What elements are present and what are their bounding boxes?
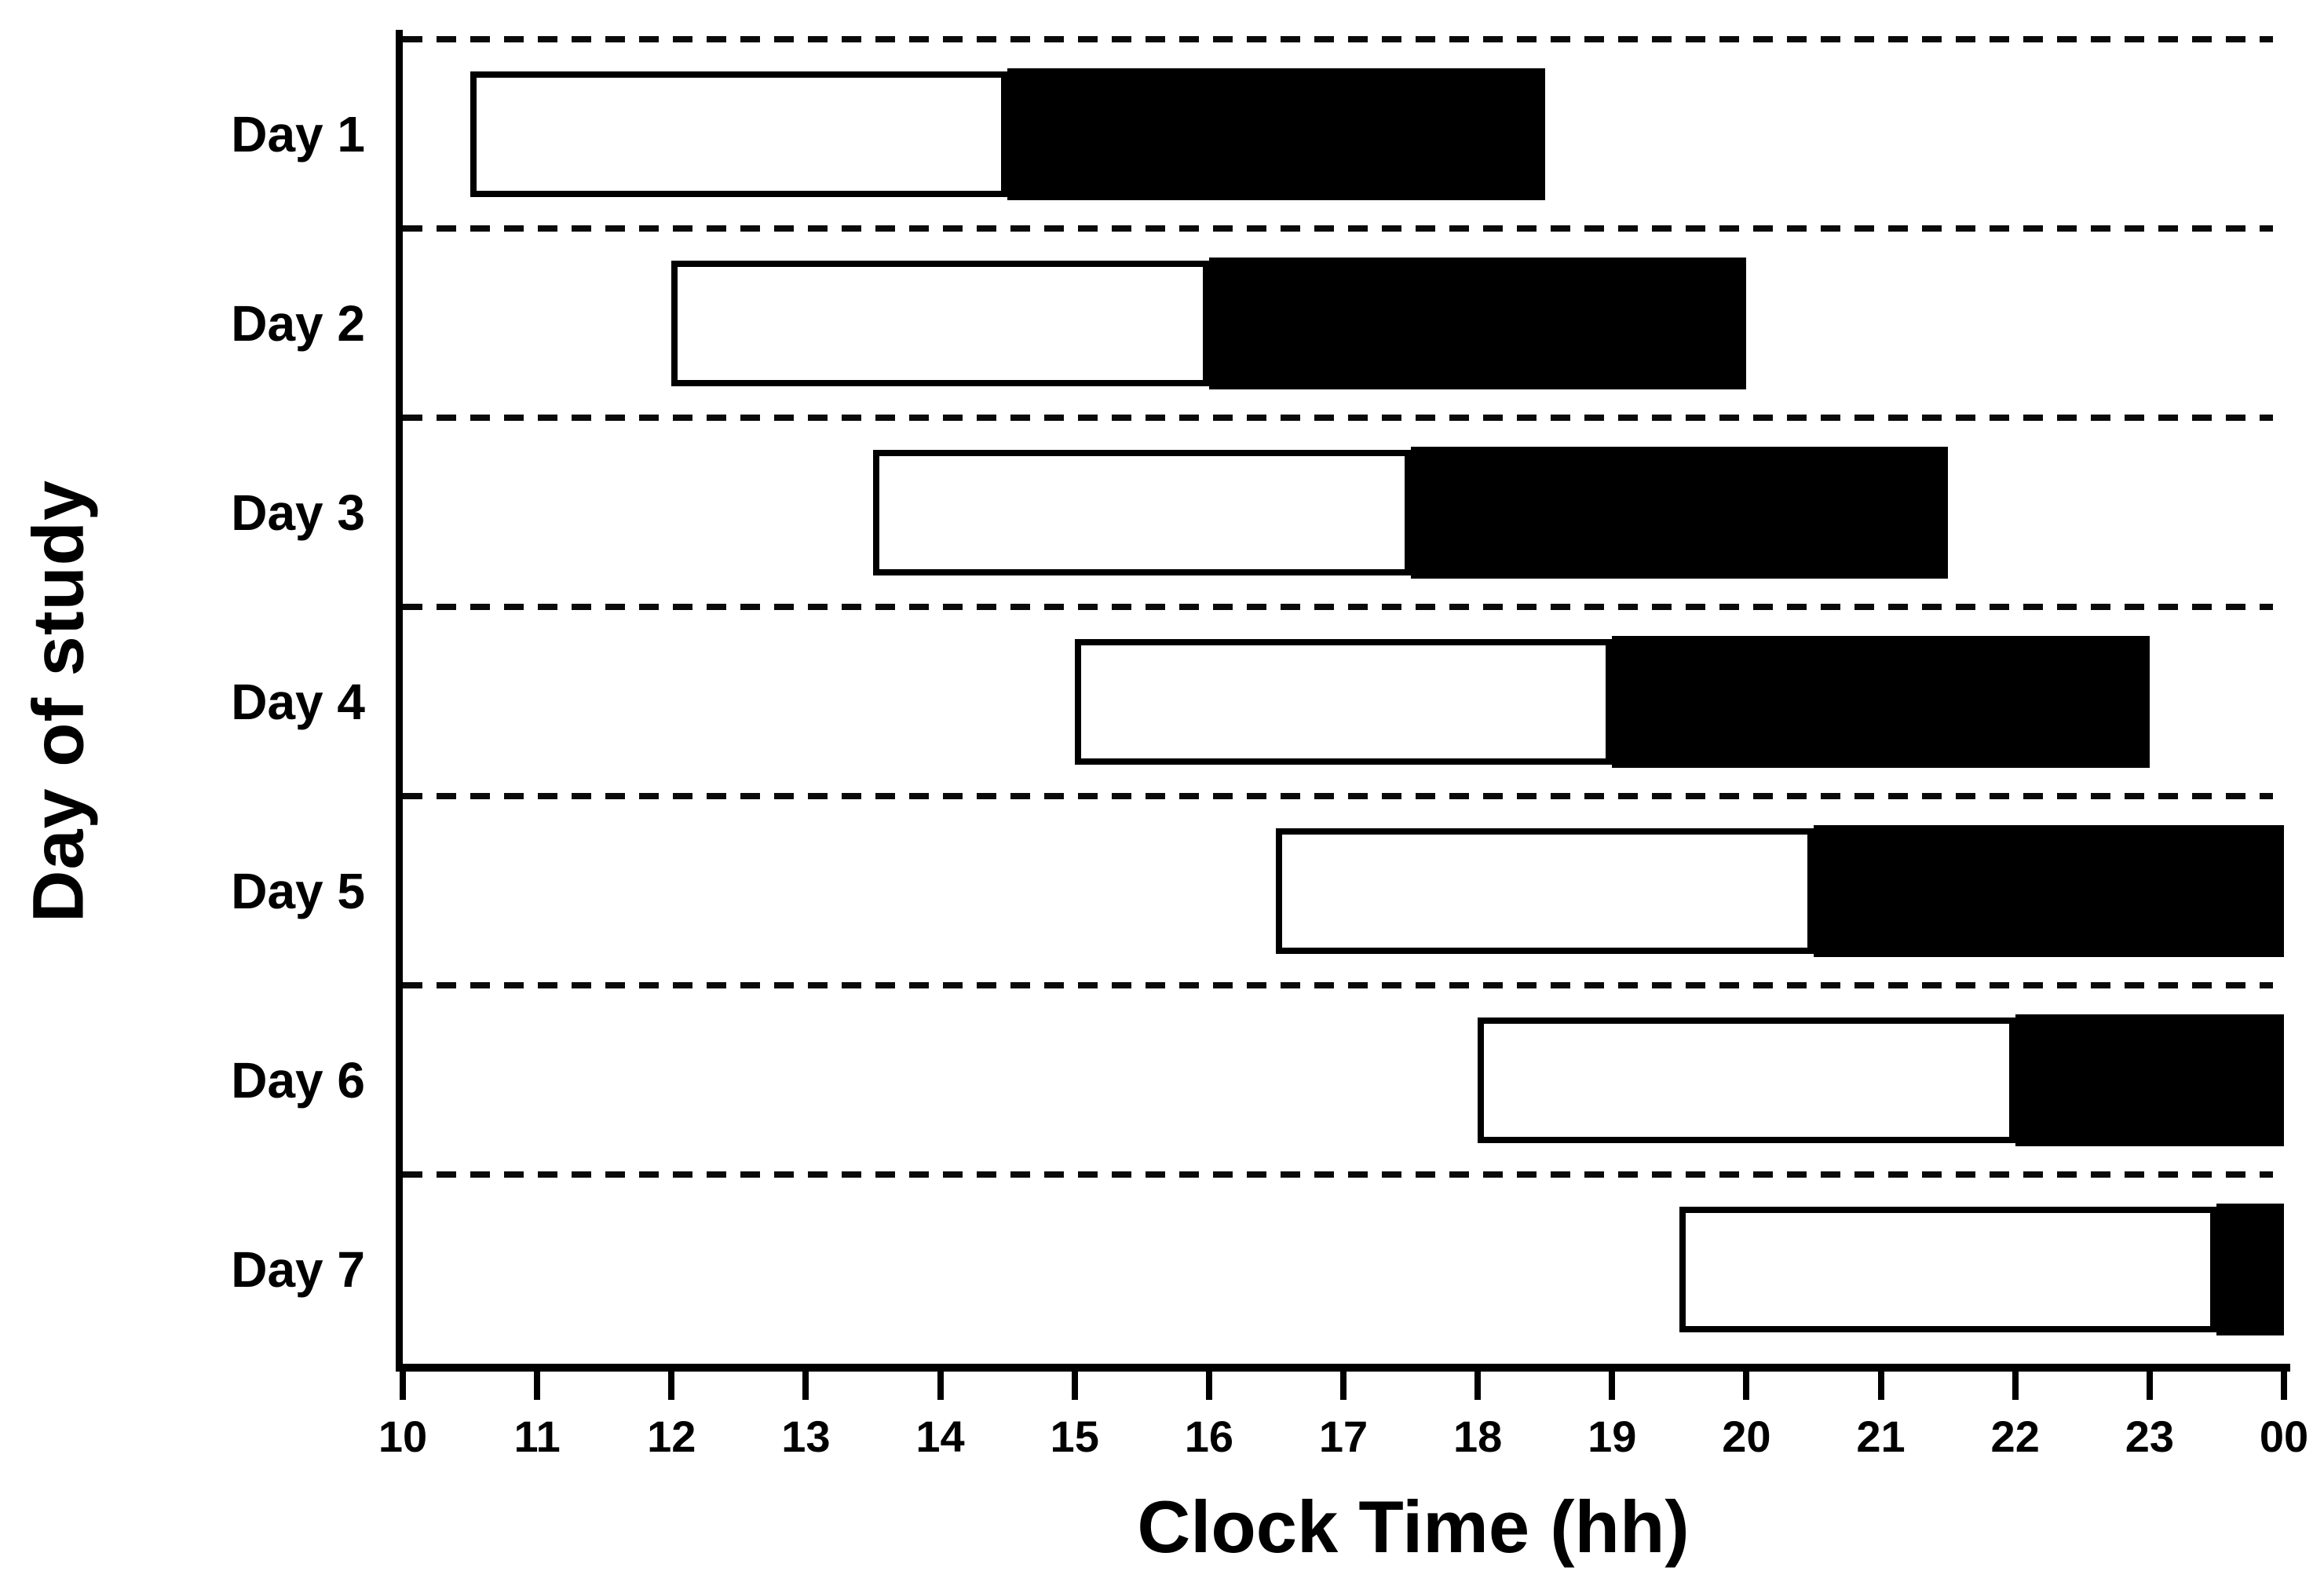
x-tick-label-21: 21: [1856, 1412, 1906, 1461]
x-tick-label-19: 19: [1588, 1412, 1637, 1461]
bar-black-segment-day-3: [1410, 446, 1949, 579]
x-tick-16: [1205, 1372, 1212, 1400]
bar-white-segment-day-6: [1478, 1017, 2015, 1143]
x-tick-label-18: 18: [1452, 1412, 1503, 1461]
x-tick-00: [2281, 1372, 2287, 1400]
bar-white-segment-day-7: [1679, 1206, 2217, 1332]
row-separator: [403, 36, 2273, 42]
x-tick-label-14: 14: [915, 1412, 965, 1461]
row-separator: [403, 604, 2273, 610]
x-tick-17: [1340, 1372, 1347, 1400]
x-tick-label-00: 00: [2259, 1412, 2309, 1461]
bar-white-segment-day-2: [671, 260, 1209, 386]
row-separator: [403, 982, 2273, 988]
row-separator: [403, 225, 2273, 232]
x-tick-22: [2012, 1372, 2019, 1400]
x-axis-title: Clock Time (hh): [1137, 1485, 1690, 1568]
x-tick-14: [937, 1372, 944, 1400]
row-label-day-2: Day 2: [231, 294, 365, 352]
x-axis-line: [396, 1364, 2290, 1372]
row-label-day-5: Day 5: [231, 862, 365, 919]
x-tick-label-11: 11: [513, 1412, 561, 1461]
x-tick-11: [534, 1372, 541, 1400]
x-tick-label-23: 23: [2125, 1412, 2174, 1461]
row-separator: [403, 415, 2273, 421]
x-tick-label-20: 20: [1722, 1412, 1771, 1461]
y-axis-title: Day of study: [18, 479, 99, 923]
bar-black-segment-day-4: [1612, 635, 2150, 768]
x-tick-label-13: 13: [781, 1412, 831, 1461]
bar-white-segment-day-1: [470, 71, 1008, 197]
bar-black-segment-day-5: [1814, 824, 2284, 957]
bar-black-segment-day-1: [1007, 68, 1545, 200]
row-separator: [403, 793, 2273, 799]
y-axis-line: [396, 30, 403, 1372]
row-label-day-7: Day 7: [231, 1240, 365, 1298]
bar-black-segment-day-2: [1208, 257, 1747, 389]
row-label-day-3: Day 3: [231, 484, 365, 541]
x-tick-21: [1877, 1372, 1884, 1400]
x-tick-20: [1743, 1372, 1750, 1400]
row-separator: [403, 1171, 2273, 1178]
x-tick-19: [1609, 1372, 1616, 1400]
x-tick-label-17: 17: [1318, 1412, 1368, 1461]
x-tick-label-22: 22: [1990, 1412, 2040, 1461]
bar-white-segment-day-4: [1074, 638, 1613, 765]
row-label-day-4: Day 4: [231, 673, 365, 730]
x-tick-label-16: 16: [1184, 1412, 1233, 1461]
x-tick-label-15: 15: [1050, 1412, 1099, 1461]
bar-white-segment-day-3: [873, 449, 1411, 575]
x-tick-23: [2146, 1372, 2153, 1400]
x-tick-15: [1071, 1372, 1078, 1400]
x-tick-12: [668, 1372, 675, 1400]
x-tick-18: [1474, 1372, 1482, 1400]
row-label-day-1: Day 1: [231, 105, 365, 163]
bar-black-segment-day-6: [2015, 1014, 2284, 1146]
x-tick-10: [400, 1372, 406, 1400]
x-tick-13: [802, 1372, 809, 1400]
x-tick-label-10: 10: [378, 1412, 428, 1461]
bar-white-segment-day-5: [1276, 828, 1814, 954]
x-tick-label-12: 12: [647, 1412, 696, 1461]
bar-black-segment-day-7: [2216, 1203, 2284, 1335]
row-label-day-6: Day 6: [231, 1051, 365, 1109]
